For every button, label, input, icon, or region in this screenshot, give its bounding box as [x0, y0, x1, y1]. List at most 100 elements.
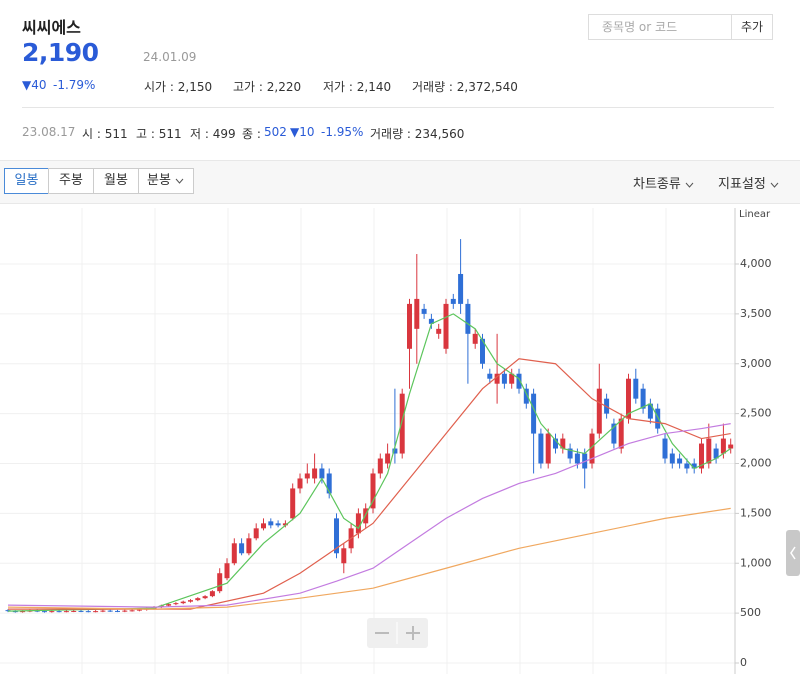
candle-body [662, 438, 668, 459]
candle-body [684, 463, 690, 469]
info-close: 502 [264, 125, 287, 139]
chevron [175, 178, 184, 184]
y-tick-label: 3,500 [740, 307, 772, 320]
candle-body [42, 611, 47, 613]
candle-body [385, 453, 391, 464]
candle-body [560, 438, 566, 449]
separator [22, 107, 774, 108]
candle-body [655, 408, 661, 429]
candle-body [691, 463, 697, 469]
search-input[interactable]: 종목명 or 코드 [588, 14, 732, 40]
y-tick-label: 1,000 [740, 556, 772, 569]
info-date: 23.08.17 [22, 125, 76, 139]
candle-body [720, 438, 726, 454]
candle-body [217, 573, 223, 592]
candle-body [12, 611, 18, 613]
candle-body [509, 373, 515, 384]
candle-body [531, 393, 537, 434]
candle-body [640, 388, 646, 409]
candle-body [188, 600, 193, 602]
candle-body [93, 611, 99, 613]
chart: Linear 0 500 1,000 1,500 2,000 2,500 3,000 3,50… [0, 208, 800, 674]
price: 2,190 [22, 38, 99, 67]
candle-body [428, 318, 434, 324]
moving-average-line [7, 423, 731, 608]
candle-body [465, 303, 471, 334]
candle-body [421, 308, 427, 314]
candle-body [618, 418, 624, 449]
candle-body [268, 521, 274, 526]
candle-body [180, 601, 186, 604]
y-tick-label: 0 [740, 656, 747, 669]
grid [0, 208, 739, 674]
candle-body [407, 303, 412, 349]
chart-type-menu[interactable]: 차트종류 [633, 173, 694, 192]
side-tab-arrow [790, 546, 796, 560]
tab-monthly[interactable]: 월봉 [93, 168, 139, 194]
candle-body [626, 378, 631, 419]
plot [5, 239, 734, 613]
info-open: 시 : 511 [82, 127, 128, 141]
zoom-control[interactable] [367, 618, 428, 648]
candle-body [574, 453, 580, 464]
candle-body [85, 611, 91, 613]
candle-body [523, 388, 529, 404]
candle-body [728, 444, 734, 449]
candle-body [304, 473, 310, 479]
candle-body [713, 448, 719, 459]
candle-body [501, 373, 507, 384]
info-change: ▼10 [290, 125, 315, 139]
chevron [685, 182, 694, 188]
candle-body [173, 603, 179, 605]
tab-minute[interactable]: 분봉 [138, 168, 194, 194]
candle-body [567, 448, 573, 459]
side-tab[interactable] [786, 530, 800, 576]
tab-minute-label: 분봉 [147, 173, 171, 188]
candle-body [282, 523, 288, 526]
candle-body [472, 333, 478, 344]
candle-body [487, 373, 493, 379]
tab-weekly[interactable]: 주봉 [48, 168, 94, 194]
stock-name: 씨씨에스 [22, 18, 81, 37]
candle-body [261, 523, 266, 529]
y-tick-label: 500 [740, 606, 761, 619]
candle-body [209, 591, 215, 597]
candle-body [49, 611, 55, 613]
candle-body [341, 548, 347, 564]
add-button[interactable]: 추가 [732, 14, 773, 40]
candle-body [677, 458, 683, 464]
candle-body [392, 448, 398, 454]
candle-body [275, 523, 281, 526]
candle-body [71, 610, 77, 612]
candle-body [122, 610, 128, 612]
candle-body [377, 458, 383, 474]
candle-body [669, 453, 675, 464]
candle-body [246, 538, 252, 554]
candle-body [312, 468, 318, 479]
candle-body [319, 468, 325, 479]
change: ▼40 [22, 78, 47, 92]
info-volume: 거래량 : 234,560 [370, 127, 465, 141]
candle-body [297, 478, 303, 489]
candle-body [334, 518, 339, 554]
candle-body [253, 528, 259, 539]
candle-body [56, 611, 62, 613]
volume: 거래량 : 2,372,540 [412, 80, 518, 94]
candle-body [63, 611, 69, 613]
candle-body [443, 303, 449, 349]
info-change-pct: -1.95% [321, 125, 364, 139]
moving-average-line [8, 358, 731, 610]
indicator-menu[interactable]: 지표설정 [718, 173, 779, 192]
candle-body [195, 598, 201, 601]
tab-daily[interactable]: 일봉 [4, 168, 49, 194]
candle-body [239, 543, 245, 554]
open: 시가 : 2,150 [144, 80, 213, 94]
candle-body [20, 611, 26, 613]
info-high: 고 : 511 [136, 127, 182, 141]
date: 24.01.09 [143, 50, 197, 64]
candle-body [436, 328, 442, 334]
y-tick-label: 1,500 [740, 506, 772, 519]
candle-body [129, 610, 135, 612]
chevron [770, 182, 779, 188]
